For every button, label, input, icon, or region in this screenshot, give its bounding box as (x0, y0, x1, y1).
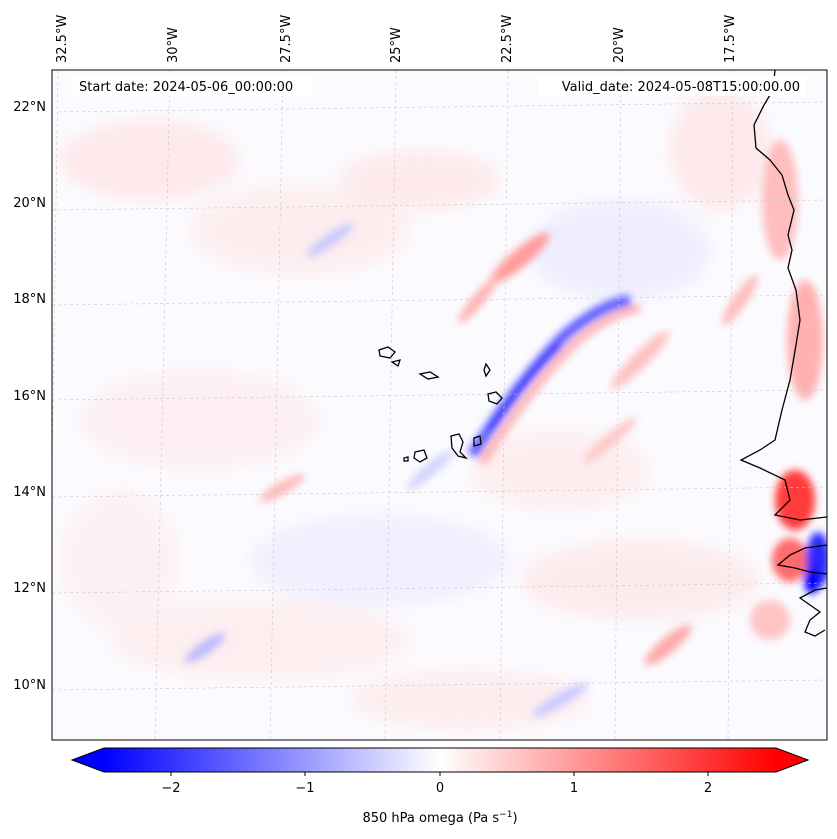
african-coast (739, 70, 827, 521)
lon-tick-label: 22.5°W (500, 15, 515, 63)
island-sal (483, 362, 491, 378)
map-frame (51, 69, 828, 741)
lat-tick-label: 18°N (13, 292, 46, 307)
valid-date-box (538, 76, 806, 96)
colorbar-outline (70, 747, 810, 773)
omega-field (52, 70, 827, 740)
lon-tick-label: 32.5°W (55, 15, 70, 63)
colorbar: −2 −1 0 1 2 850 hPa omega (Pa s−1) (70, 747, 810, 826)
colorbar-tick-label: 2 (704, 781, 712, 796)
colorbar-tick-label: 1 (570, 781, 578, 796)
lon-tick-label: 27.5°W (279, 15, 294, 63)
lat-tick-label: 22°N (13, 100, 46, 115)
lon-tick-label: 30°W (166, 27, 181, 63)
longitude-labels: 32.5°W 30°W 27.5°W 25°W 22.5°W 20°W 17.5… (55, 15, 738, 63)
gridlines (52, 70, 827, 740)
lon-tick-label: 25°W (389, 27, 404, 63)
lon-tick-label: 20°W (612, 27, 627, 63)
island-fogo (413, 449, 428, 463)
lat-tick-label: 20°N (13, 196, 46, 211)
lat-tick-label: 16°N (13, 389, 46, 404)
island-santo-antao (378, 346, 396, 359)
guinea-bissau-coast (798, 587, 827, 637)
island-sao-nicolau (418, 371, 440, 380)
valid-date-label: Valid_date: 2024-05-08T15:00:00.00 (562, 80, 800, 95)
island-brava (403, 456, 409, 462)
island-sao-vicente (390, 359, 401, 368)
lat-tick-label: 10°N (13, 678, 46, 693)
map-panel: Start date: 2024-05-06_00:00:00 Valid_da… (51, 69, 828, 741)
latitude-labels: 22°N 20°N 18°N 16°N 14°N 12°N 10°N (13, 100, 46, 693)
colorbar-gradient (104, 748, 776, 772)
colorbar-tick-label: −1 (295, 781, 314, 796)
lat-tick-label: 14°N (13, 485, 46, 500)
gambia-coast (776, 544, 827, 575)
colorbar-label: 850 hPa omega (Pa s−1) (362, 810, 517, 826)
colorbar-extend-max (776, 748, 808, 772)
island-maio (473, 435, 482, 447)
island-santiago (450, 433, 469, 460)
lat-tick-label: 12°N (13, 581, 46, 596)
colorbar-tick-label: 0 (436, 781, 444, 796)
colorbar-extend-min (72, 748, 104, 772)
island-boa-vista (487, 391, 503, 405)
lon-tick-label: 17.5°W (723, 15, 738, 63)
coastlines (378, 70, 827, 637)
start-date-box (72, 76, 312, 96)
colorbar-tick-label: −2 (161, 781, 180, 796)
start-date-label: Start date: 2024-05-06_00:00:00 (79, 80, 293, 95)
